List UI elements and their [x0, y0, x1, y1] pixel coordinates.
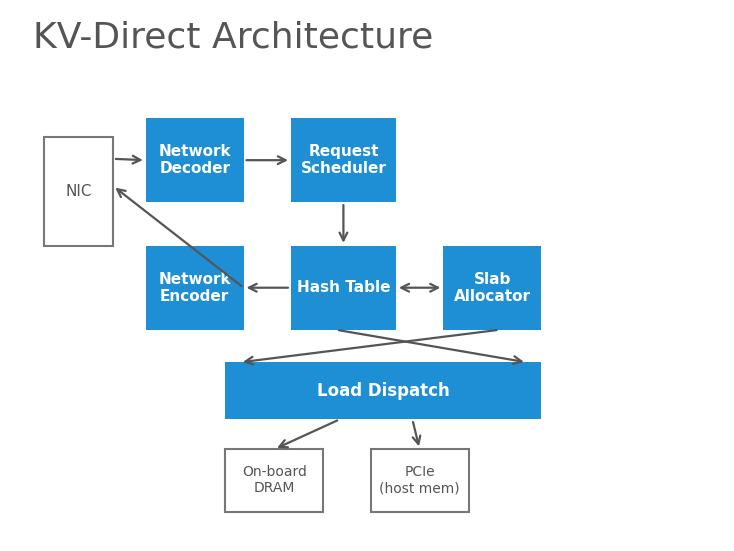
Text: KV-Direct Architecture: KV-Direct Architecture — [33, 20, 434, 55]
FancyBboxPatch shape — [443, 246, 541, 329]
Text: Request
Scheduler: Request Scheduler — [300, 144, 386, 176]
Text: On-board
DRAM: On-board DRAM — [242, 465, 307, 495]
FancyBboxPatch shape — [145, 118, 244, 202]
FancyBboxPatch shape — [225, 363, 541, 419]
FancyBboxPatch shape — [291, 246, 396, 329]
FancyBboxPatch shape — [145, 246, 244, 329]
Text: Slab
Allocator: Slab Allocator — [454, 272, 531, 304]
Text: PCIe
(host mem): PCIe (host mem) — [379, 465, 460, 495]
Text: Hash Table: Hash Table — [297, 280, 390, 295]
FancyBboxPatch shape — [291, 118, 396, 202]
FancyBboxPatch shape — [225, 449, 324, 511]
FancyBboxPatch shape — [371, 449, 468, 511]
Text: NIC: NIC — [65, 184, 92, 199]
FancyBboxPatch shape — [44, 137, 113, 246]
Text: Network
Encoder: Network Encoder — [159, 272, 231, 304]
Text: Network
Decoder: Network Decoder — [159, 144, 231, 176]
Text: Load Dispatch: Load Dispatch — [317, 382, 450, 400]
